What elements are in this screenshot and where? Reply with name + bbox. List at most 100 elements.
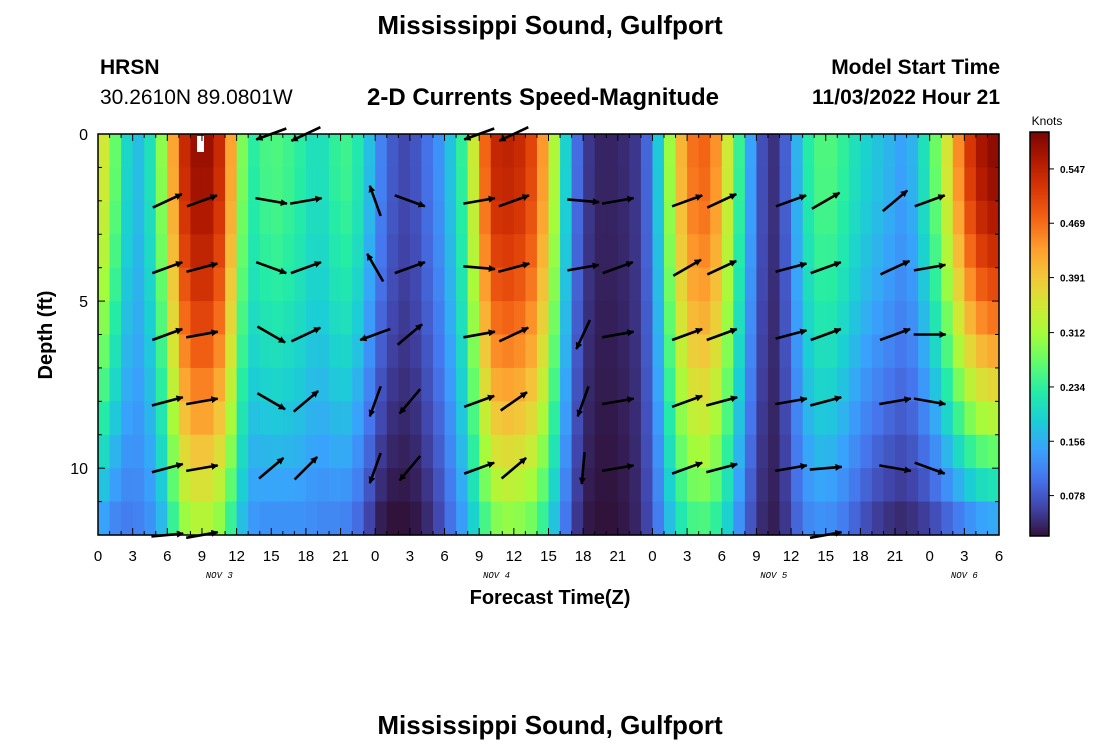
heatmap-cell: [987, 301, 1000, 336]
heatmap-cell: [698, 234, 711, 269]
heatmap-cell: [860, 301, 873, 336]
heatmap-cell: [895, 234, 908, 269]
heatmap-cell: [271, 501, 284, 536]
heatmap-cell: [906, 167, 919, 202]
heatmap-cell: [560, 334, 573, 369]
heatmap-cell: [294, 267, 307, 302]
x-tick-label: 0: [926, 548, 934, 565]
heatmap-cell: [687, 167, 700, 202]
heatmap-cell: [802, 134, 815, 169]
y-tick-label: 0: [79, 127, 88, 144]
heatmap-cell: [132, 134, 145, 169]
heatmap-cell: [687, 334, 700, 369]
heatmap-cell: [675, 501, 688, 536]
x-tick-label: 12: [783, 548, 800, 565]
heatmap-cell: [144, 200, 157, 235]
heatmap-cell: [698, 267, 711, 302]
heatmap-cell: [791, 334, 804, 369]
heatmap-cell: [352, 468, 365, 503]
heatmap-cell: [432, 167, 446, 202]
heatmap-cell: [744, 267, 758, 302]
current-vector: [671, 194, 703, 208]
heatmap-cell: [340, 200, 353, 235]
heatmap-cell: [548, 267, 561, 302]
heatmap-cell: [952, 167, 965, 202]
heatmap-cell: [918, 234, 931, 269]
current-vector: [601, 329, 635, 339]
heatmap-cell: [560, 367, 573, 402]
colorbar: Knots 0.547 0.469 0.391 0.312 0.234 0.156 0.07…: [1029, 114, 1085, 537]
heatmap-cell: [848, 167, 861, 202]
heatmap-cell: [121, 401, 134, 436]
heatmap-cell: [606, 468, 619, 503]
heatmap-cell: [744, 401, 758, 436]
heatmap-cell: [698, 434, 711, 469]
heatmap-cell: [329, 367, 342, 402]
current-vector: [151, 462, 184, 474]
heatmap-cell: [814, 401, 827, 436]
heatmap-cell: [629, 200, 642, 235]
heatmap-cell: [432, 267, 446, 302]
heatmap-cell: [756, 167, 769, 202]
heatmap-cell: [779, 401, 792, 436]
heatmap-cell: [109, 167, 122, 202]
current-vector: [914, 194, 946, 208]
heatmap-cell: [513, 200, 526, 235]
x-tick-label: 3: [406, 548, 414, 565]
heatmap-cell: [825, 468, 838, 503]
current-vector: [576, 385, 590, 418]
heatmap-cell: [675, 267, 688, 302]
heatmap-cell: [987, 468, 1000, 503]
heatmap-cell: [201, 234, 215, 269]
heatmap-cell: [502, 501, 515, 536]
y-tick-label: 10: [70, 461, 88, 478]
heatmap-cell: [236, 468, 249, 503]
heatmap-cell: [155, 334, 168, 369]
heatmap-cell: [479, 468, 492, 503]
heatmap-cell: [375, 234, 388, 269]
heatmap-cell: [109, 134, 122, 169]
current-vector: [463, 461, 495, 475]
heatmap-cell: [848, 367, 861, 402]
heatmap-cell: [340, 234, 353, 269]
heatmap-cell: [409, 401, 423, 436]
heatmap-cell: [837, 501, 850, 536]
heatmap-cell: [687, 468, 700, 503]
heatmap-cell: [144, 301, 157, 336]
heatmap-cell: [975, 267, 989, 302]
heatmap-cell: [571, 301, 584, 336]
heatmap-cell: [398, 200, 411, 235]
heatmap-cell: [825, 134, 838, 169]
current-vector: [671, 327, 703, 342]
heatmap-cell: [664, 200, 677, 235]
heatmap-cell: [756, 267, 769, 302]
heatmap-cell: [490, 167, 503, 202]
heatmap-cell: [456, 468, 469, 503]
heatmap-cell: [329, 200, 342, 235]
heatmap-cell: [675, 134, 688, 169]
heatmap-cell: [467, 468, 480, 503]
heatmap-cell: [317, 234, 330, 269]
heatmap-cell: [779, 367, 792, 402]
heatmap-cell: [109, 434, 122, 469]
heatmap-cell: [340, 134, 353, 169]
heatmap-cell: [213, 367, 226, 402]
heatmap-cell: [594, 468, 607, 503]
heatmap-cell: [271, 234, 284, 269]
heatmap-cell: [952, 401, 965, 436]
heatmap-cell: [525, 134, 538, 169]
heatmap-cell: [687, 200, 700, 235]
heatmap-cell: [583, 334, 596, 369]
heatmap-cell: [398, 434, 411, 469]
heatmap-cell: [629, 167, 642, 202]
heatmap-cell: [640, 468, 654, 503]
heatmap-cell: [837, 468, 850, 503]
heatmap-cell: [791, 134, 804, 169]
heatmap-cell: [375, 167, 388, 202]
heatmap-cell: [213, 334, 226, 369]
heatmap-cell: [664, 468, 677, 503]
heatmap-cell: [952, 134, 965, 169]
heatmap-cell: [456, 301, 469, 336]
heatmap-cell: [617, 401, 630, 436]
heatmap-cell: [444, 367, 457, 402]
